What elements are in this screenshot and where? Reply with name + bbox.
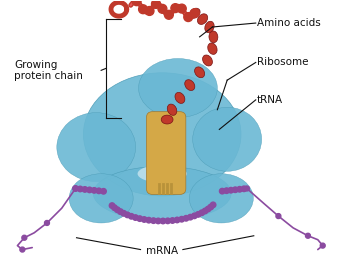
Circle shape bbox=[137, 216, 142, 221]
Text: Amino acids: Amino acids bbox=[257, 18, 321, 28]
Circle shape bbox=[306, 233, 310, 238]
Ellipse shape bbox=[209, 31, 218, 43]
Circle shape bbox=[228, 188, 234, 193]
Circle shape bbox=[121, 211, 127, 216]
Ellipse shape bbox=[161, 115, 173, 124]
Circle shape bbox=[232, 187, 238, 192]
Circle shape bbox=[160, 218, 166, 224]
Text: Ribosome: Ribosome bbox=[257, 58, 308, 67]
Circle shape bbox=[219, 188, 225, 194]
Ellipse shape bbox=[193, 107, 262, 171]
Circle shape bbox=[191, 213, 197, 219]
Ellipse shape bbox=[139, 59, 217, 118]
Ellipse shape bbox=[167, 104, 177, 115]
Circle shape bbox=[44, 221, 49, 225]
Ellipse shape bbox=[189, 174, 253, 223]
Circle shape bbox=[171, 4, 180, 13]
Ellipse shape bbox=[197, 14, 208, 25]
Circle shape bbox=[158, 4, 167, 13]
Circle shape bbox=[174, 217, 180, 223]
Text: protein chain: protein chain bbox=[14, 71, 83, 81]
Circle shape bbox=[152, 0, 160, 8]
Circle shape bbox=[202, 208, 208, 214]
Circle shape bbox=[241, 186, 247, 191]
Ellipse shape bbox=[208, 43, 217, 54]
Ellipse shape bbox=[175, 92, 185, 103]
Circle shape bbox=[139, 5, 147, 14]
Circle shape bbox=[22, 235, 27, 240]
Circle shape bbox=[320, 243, 325, 248]
Circle shape bbox=[195, 212, 201, 217]
Circle shape bbox=[82, 187, 88, 192]
Circle shape bbox=[188, 214, 193, 220]
Ellipse shape bbox=[205, 21, 214, 33]
Ellipse shape bbox=[185, 80, 195, 91]
Circle shape bbox=[183, 215, 189, 221]
Ellipse shape bbox=[83, 73, 241, 196]
Circle shape bbox=[205, 206, 211, 212]
Circle shape bbox=[208, 204, 213, 210]
Circle shape bbox=[96, 188, 102, 194]
Circle shape bbox=[190, 9, 199, 18]
Ellipse shape bbox=[69, 174, 133, 223]
Circle shape bbox=[114, 207, 120, 213]
Circle shape bbox=[73, 186, 78, 191]
Circle shape bbox=[125, 212, 130, 218]
Circle shape bbox=[244, 186, 249, 191]
FancyBboxPatch shape bbox=[146, 112, 186, 195]
Circle shape bbox=[179, 216, 184, 222]
Ellipse shape bbox=[138, 165, 187, 183]
Ellipse shape bbox=[93, 166, 231, 221]
Circle shape bbox=[101, 189, 106, 194]
Circle shape bbox=[177, 4, 186, 13]
Circle shape bbox=[224, 188, 229, 194]
Circle shape bbox=[145, 6, 154, 15]
Circle shape bbox=[199, 210, 204, 215]
Ellipse shape bbox=[203, 55, 212, 66]
Circle shape bbox=[276, 214, 281, 219]
Circle shape bbox=[155, 218, 161, 224]
Circle shape bbox=[237, 187, 243, 192]
Circle shape bbox=[164, 10, 173, 19]
Circle shape bbox=[109, 203, 115, 208]
Circle shape bbox=[20, 247, 25, 252]
Text: Growing: Growing bbox=[14, 60, 58, 70]
Circle shape bbox=[184, 13, 192, 21]
Circle shape bbox=[112, 205, 117, 211]
Circle shape bbox=[210, 202, 216, 208]
Circle shape bbox=[77, 186, 83, 192]
Circle shape bbox=[128, 214, 134, 219]
Circle shape bbox=[170, 218, 175, 223]
Circle shape bbox=[91, 188, 97, 193]
Circle shape bbox=[141, 217, 147, 222]
Ellipse shape bbox=[189, 8, 200, 18]
Text: tRNA: tRNA bbox=[257, 95, 283, 105]
Circle shape bbox=[146, 217, 152, 223]
Circle shape bbox=[151, 218, 156, 223]
Circle shape bbox=[118, 209, 123, 214]
Circle shape bbox=[73, 186, 78, 191]
Circle shape bbox=[87, 187, 92, 193]
Circle shape bbox=[132, 0, 141, 6]
Circle shape bbox=[133, 215, 138, 220]
Ellipse shape bbox=[57, 113, 135, 182]
Ellipse shape bbox=[195, 67, 205, 78]
Text: mRNA: mRNA bbox=[146, 246, 178, 255]
Circle shape bbox=[165, 218, 170, 224]
